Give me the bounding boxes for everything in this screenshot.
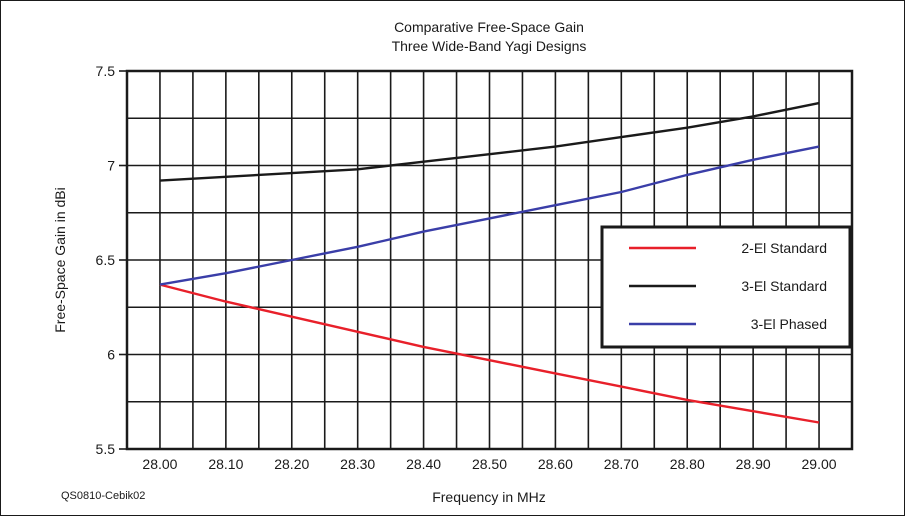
x-tick-label: 28.80 bbox=[670, 456, 705, 472]
x-tick-label: 28.00 bbox=[142, 456, 177, 472]
x-tick-label: 28.50 bbox=[472, 456, 507, 472]
source-note: QS0810-Cebik02 bbox=[61, 490, 145, 502]
chart-subtitle: Three Wide-Band Yagi Designs bbox=[392, 38, 587, 54]
x-tick-label: 29.00 bbox=[802, 456, 837, 472]
y-tick-label: 5.5 bbox=[96, 441, 116, 457]
x-tick-labels: 28.00 28.10 28.20 28.30 28.40 28.50 28.60 28.70… bbox=[142, 456, 836, 472]
series-line-1 bbox=[159, 101, 820, 182]
x-tick-label: 28.40 bbox=[406, 456, 441, 472]
y-tick-label: 7.5 bbox=[96, 63, 116, 79]
x-tick-label: 28.70 bbox=[604, 456, 639, 472]
y-tick-label: 6 bbox=[107, 347, 115, 363]
legend-label-2: 3-El Phased bbox=[751, 316, 827, 332]
series-line-2 bbox=[159, 145, 820, 286]
legend: 2-El Standard 3-El Standard 3-El Phased bbox=[600, 225, 852, 349]
y-tick-labels: 5.5 6 6.5 7 7.5 bbox=[96, 63, 127, 457]
chart-title: Comparative Free-Space Gain bbox=[394, 19, 584, 35]
series-lines bbox=[159, 101, 820, 424]
x-tick-label: 28.60 bbox=[538, 456, 573, 472]
x-tick-label: 28.10 bbox=[208, 456, 243, 472]
x-axis-label: Frequency in MHz bbox=[432, 489, 546, 505]
x-tick-label: 28.20 bbox=[274, 456, 309, 472]
legend-label-0: 2-El Standard bbox=[741, 240, 827, 256]
y-tick-label: 7 bbox=[107, 158, 115, 174]
legend-label-1: 3-El Standard bbox=[741, 278, 827, 294]
x-tick-label: 28.30 bbox=[340, 456, 375, 472]
x-tick-label: 28.90 bbox=[736, 456, 771, 472]
y-tick-label: 6.5 bbox=[96, 252, 116, 268]
y-axis-label: Free-Space Gain in dBi bbox=[52, 187, 68, 333]
series-line-0 bbox=[159, 283, 820, 424]
